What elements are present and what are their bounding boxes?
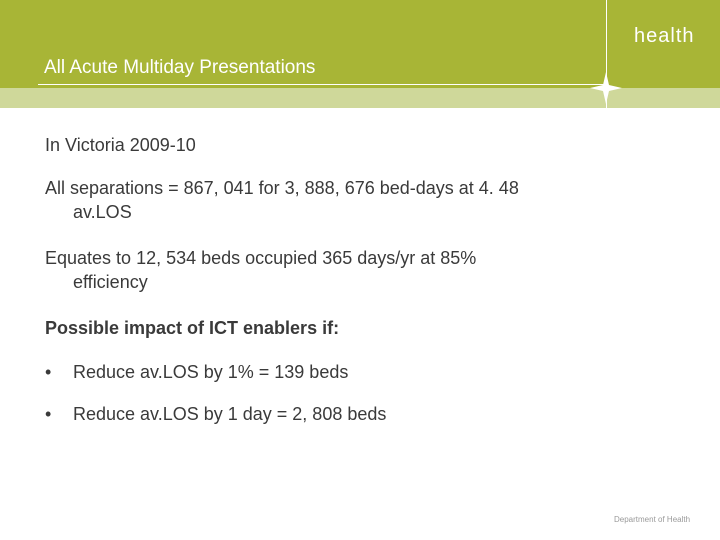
list-item: • Reduce av.LOS by 1 day = 2, 808 beds bbox=[45, 404, 386, 425]
intro-line: In Victoria 2009-10 bbox=[45, 135, 196, 155]
star-icon bbox=[590, 72, 622, 104]
impact-heading: Possible impact of ICT enablers if: bbox=[45, 318, 340, 338]
header-banner bbox=[0, 0, 720, 88]
department-footer: Department of Health bbox=[614, 515, 691, 524]
equates-line-cont: efficiency bbox=[73, 272, 148, 292]
bullet-text: Reduce av.LOS by 1% = 139 beds bbox=[73, 362, 349, 382]
bullet-text: Reduce av.LOS by 1 day = 2, 808 beds bbox=[73, 404, 387, 424]
health-logo-text: health bbox=[634, 25, 695, 47]
title-underline bbox=[38, 84, 606, 85]
bullet-icon: • bbox=[45, 404, 52, 424]
separations-line: All separations = 867, 041 for 3, 888, 6… bbox=[45, 178, 519, 198]
separations-line-cont: av.LOS bbox=[73, 202, 132, 222]
equates-line: Equates to 12, 534 beds occupied 365 day… bbox=[45, 248, 477, 268]
header-divider bbox=[606, 0, 607, 84]
equates-paragraph: Equates to 12, 534 beds occupied 365 day… bbox=[45, 246, 605, 294]
separations-paragraph: All separations = 867, 041 for 3, 888, 6… bbox=[45, 176, 645, 224]
list-item: • Reduce av.LOS by 1% = 139 beds bbox=[45, 362, 348, 383]
header-divider-lower bbox=[606, 96, 607, 108]
header-strip bbox=[0, 88, 720, 108]
slide-title: All Acute Multiday Presentations bbox=[44, 57, 316, 78]
bullet-icon: • bbox=[45, 362, 52, 382]
